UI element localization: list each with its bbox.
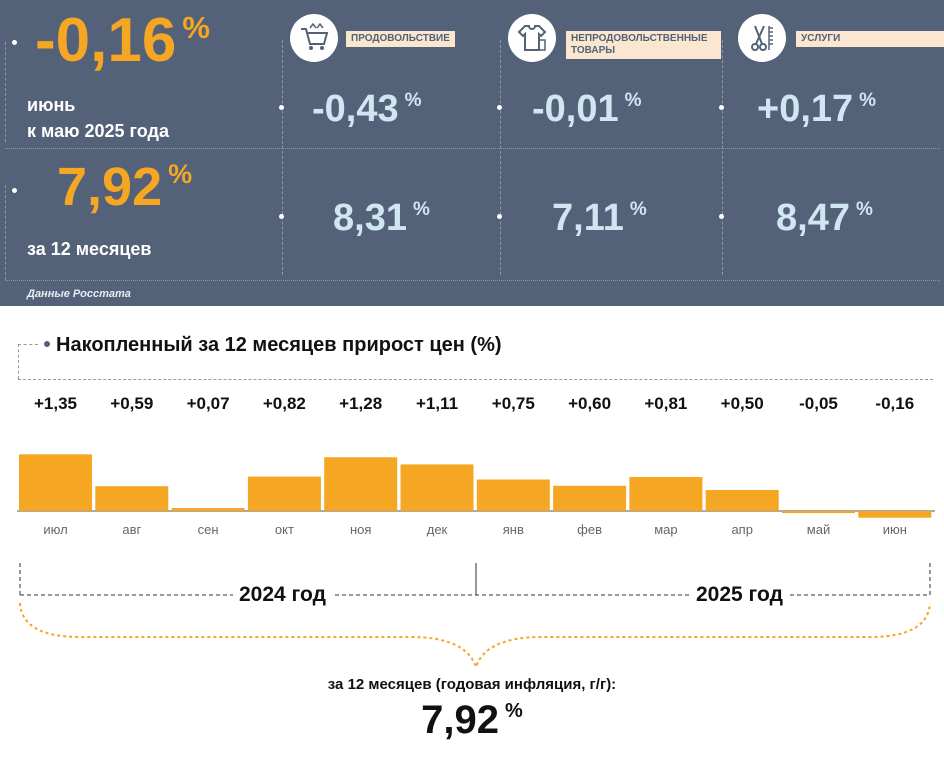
decor-line <box>18 379 933 380</box>
bar-фев <box>553 485 627 511</box>
value-label-июл: +1,35 <box>33 394 77 413</box>
value-label-фев: +0,60 <box>568 394 612 413</box>
month-label-окт: окт <box>274 522 294 537</box>
bullet-dot <box>279 214 284 219</box>
bar-июл <box>19 454 92 511</box>
food-monthly-value: -0,43% <box>312 88 422 130</box>
monthly-period-line1: июнь <box>27 95 76 115</box>
column-divider <box>500 40 501 275</box>
scissors-comb-icon <box>738 14 786 62</box>
bar-апр <box>705 490 779 511</box>
shopping-cart-icon <box>290 14 338 62</box>
annual-inflation-caption: за 12 месяцев (годовая инфляция, г/г): <box>327 676 617 693</box>
month-label-авг: авг <box>122 522 142 537</box>
category-label-services: УСЛУГИ <box>796 31 944 47</box>
chart-title: Накопленный за 12 месяцев прирост цен (%… <box>56 334 502 356</box>
month-label-фев: фев <box>577 522 603 537</box>
data-source: Данные Росстата <box>27 288 131 300</box>
decor-line <box>18 344 38 345</box>
bar-окт <box>247 476 321 511</box>
bullet-dot <box>719 105 724 110</box>
bullet-dot <box>719 214 724 219</box>
food-annual-value: 8,31% <box>333 197 430 239</box>
monthly-period: июнь к маю 2025 года <box>27 92 169 144</box>
month-label-сен: сен <box>197 522 219 537</box>
value-label-дек: +1,11 <box>415 394 459 413</box>
bar-авг <box>95 486 169 511</box>
bar-chart <box>17 454 935 518</box>
bar-мар <box>629 476 703 511</box>
category-label-nonfood: НЕПРОДОВОЛЬСТВЕННЫЕ ТОВАРЫ <box>566 31 721 59</box>
services-monthly-value: +0,17% <box>757 88 877 130</box>
services-annual-value: 8,47% <box>776 197 873 239</box>
month-label-ноя: ноя <box>349 522 372 537</box>
bar-сен <box>171 508 245 511</box>
value-label-янв: +0,75 <box>491 394 535 413</box>
bullet-dot <box>44 341 50 347</box>
row-divider <box>5 148 940 149</box>
clothing-icon <box>508 14 556 62</box>
annual-period: за 12 месяцев <box>27 239 152 259</box>
category-label-food: ПРОДОВОЛЬСТВИЕ <box>346 31 455 47</box>
bar-дек <box>400 464 474 511</box>
bullet-dot <box>12 40 17 45</box>
month-label-мар: мар <box>654 522 678 537</box>
value-label-май: -0,05 <box>799 394 838 413</box>
bullet-dot <box>497 105 502 110</box>
month-label-апр: апр <box>731 522 753 537</box>
year-bracket <box>19 563 931 671</box>
month-label-июл: июл <box>43 522 68 537</box>
year-label-2024: 2024 год <box>233 583 332 607</box>
month-label-июн: июн <box>882 522 907 537</box>
month-label-янв: янв <box>502 522 524 537</box>
column-divider <box>722 40 723 275</box>
annual-inflation-value: 7,92% <box>57 157 193 217</box>
value-label-апр: +0,50 <box>720 394 764 413</box>
monthly-inflation-value: -0,16% <box>35 6 210 75</box>
bullet-dot <box>497 214 502 219</box>
value-label-мар: +0,81 <box>644 394 688 413</box>
month-label-май: май <box>806 522 831 537</box>
bar-ноя <box>324 457 398 511</box>
nonfood-annual-value: 7,11% <box>552 197 647 239</box>
bar-янв <box>476 479 550 511</box>
decor-line <box>18 344 19 379</box>
summary-panel: -0,16% июнь к маю 2025 года 7,92% за 12 … <box>0 0 944 306</box>
bullet-dot <box>279 105 284 110</box>
value-label-ноя: +1,28 <box>339 394 383 413</box>
month-label-дек: дек <box>426 522 448 537</box>
column-divider <box>282 40 283 275</box>
bar-май <box>782 511 855 514</box>
row-divider <box>5 280 940 281</box>
value-label-сен: +0,07 <box>186 394 230 413</box>
value-label-окт: +0,82 <box>262 394 306 413</box>
decor-line <box>5 42 6 142</box>
bar-июн <box>858 511 932 518</box>
value-label-июн: -0,16 <box>875 394 915 413</box>
nonfood-monthly-value: -0,01% <box>532 88 642 130</box>
value-label-авг: +0,59 <box>110 394 154 413</box>
annual-inflation-total: 7,92% <box>421 698 523 742</box>
monthly-period-line2: к маю 2025 года <box>27 121 169 141</box>
bullet-dot <box>12 188 17 193</box>
year-label-2025: 2025 год <box>690 583 789 607</box>
decor-line <box>5 185 6 280</box>
